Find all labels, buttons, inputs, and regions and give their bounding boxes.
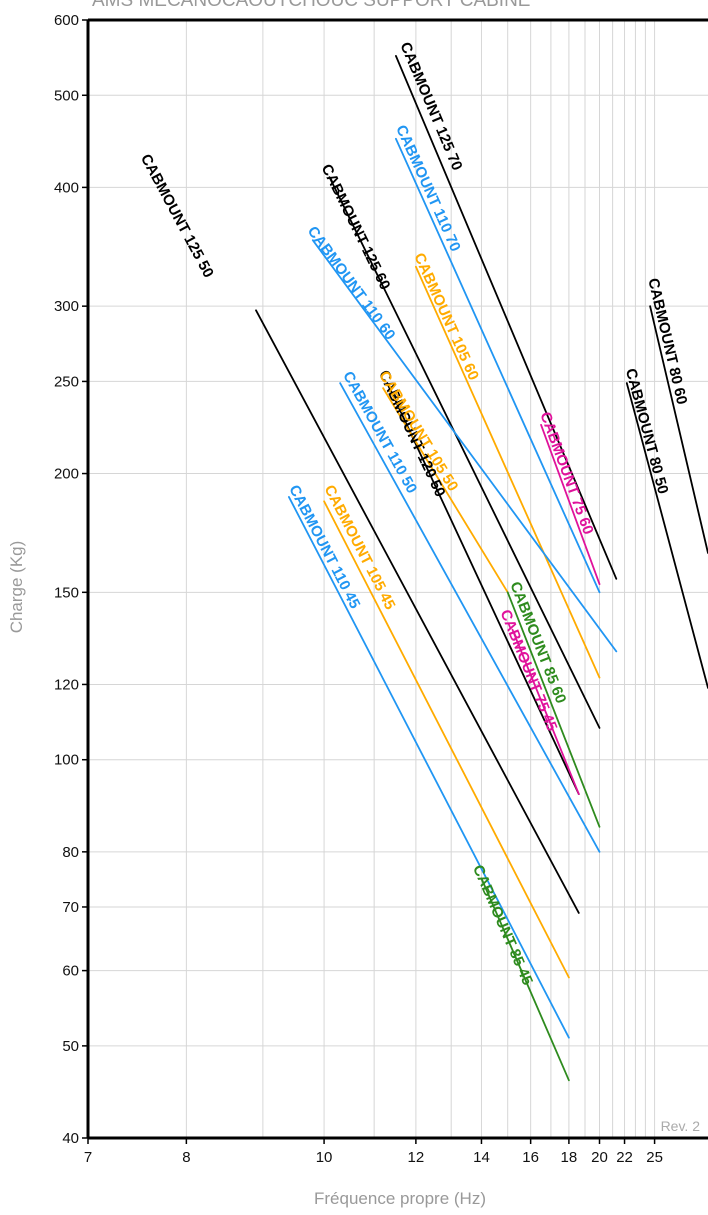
x-tick-label: 14 (473, 1149, 490, 1166)
series-line (511, 628, 580, 795)
series-line (323, 500, 570, 979)
y-axis-title: Charge (Kg) (7, 541, 26, 634)
x-tick-label: 25 (646, 1149, 663, 1166)
series-line (328, 176, 601, 729)
grid-lines (87, 19, 708, 1139)
series-label: CABMOUNT 125 50 (137, 151, 217, 280)
y-tick-label: 50 (62, 1038, 79, 1055)
x-tick-label: 18 (561, 1149, 578, 1166)
x-tick-label: 7 (84, 1149, 92, 1166)
series-line (480, 877, 570, 1082)
series-label: CABMOUNT 80 60 (644, 277, 690, 407)
y-tick-label: 60 (62, 963, 79, 980)
series-lines (255, 55, 708, 1082)
y-tick-label: 100 (54, 752, 79, 769)
series-line (414, 265, 601, 679)
series-line (339, 382, 601, 853)
y-tick-label: 600 (54, 12, 79, 29)
y-tick-label: 120 (54, 676, 79, 693)
y-tick-label: 80 (62, 844, 79, 861)
series-line (394, 137, 601, 594)
plot-frame (86, 18, 708, 1140)
series-line (394, 55, 618, 580)
y-tick-label: 150 (54, 584, 79, 601)
chart-title: AMS MECANOCAOUTCHOUC SUPPORT CABINE (92, 0, 530, 11)
x-tick-label: 16 (522, 1149, 539, 1166)
x-tick-label: 12 (408, 1149, 425, 1166)
series-line (625, 382, 708, 689)
series-label: CABMOUNT 85 45 (469, 862, 536, 987)
y-tick-label: 500 (54, 87, 79, 104)
series-line (311, 239, 618, 653)
x-tick-label: 10 (316, 1149, 333, 1166)
series-line (287, 495, 570, 1039)
x-axis-title: Fréquence propre (Hz) (314, 1189, 486, 1208)
y-tick-label: 400 (54, 179, 79, 196)
series-label: CABMOUNT 80 50 (622, 367, 672, 496)
x-tick-label: 20 (591, 1149, 608, 1166)
x-tick-label: 22 (616, 1149, 633, 1166)
series-line (382, 387, 509, 594)
y-tick-label: 250 (54, 373, 79, 390)
series-line (386, 382, 580, 795)
y-tick-label: 200 (54, 466, 79, 483)
series-line (506, 591, 601, 828)
series-label: CABMOUNT 125 60 (318, 162, 394, 293)
y-tick-label: 70 (62, 899, 79, 916)
y-tick-label: 40 (62, 1130, 79, 1147)
axis-ticks: 40 50 60 70 80 100 120 150 200 250 300 400 500 600 7 8 1… (54, 12, 663, 1166)
y-tick-label: 300 (54, 298, 79, 315)
revision-label: Rev. 2 (661, 1118, 701, 1134)
series-line (649, 305, 708, 554)
x-tick-label: 8 (182, 1149, 190, 1166)
series-line (255, 309, 580, 914)
series-line (540, 423, 601, 585)
